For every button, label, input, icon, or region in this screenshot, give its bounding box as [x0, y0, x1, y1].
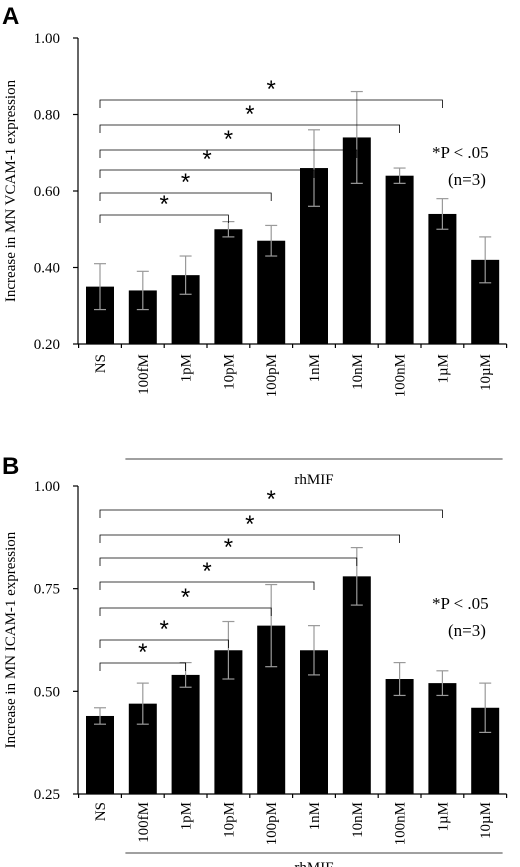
- p-value-note: *P < .05: [432, 594, 489, 613]
- significance-bracket: [99, 557, 358, 566]
- significance-star: *: [160, 191, 169, 218]
- y-tick-label: 0.60: [34, 184, 60, 200]
- significance-bracket: [99, 149, 358, 158]
- significance-bracket: [99, 607, 272, 616]
- n-note: (n=3): [448, 170, 486, 189]
- significance-bracket: [99, 192, 272, 201]
- x-category-label: 100fM: [136, 802, 152, 843]
- bar-NS: [86, 715, 114, 794]
- bar-10nM: [342, 576, 371, 794]
- bar-1pM: [171, 674, 200, 794]
- significance-star: *: [138, 639, 147, 666]
- significance-bracket: [99, 214, 229, 223]
- panel-label: B: [2, 453, 19, 480]
- significance-star: *: [267, 486, 276, 513]
- y-axis-label: Increase in MN ICAM-1 expression: [3, 531, 19, 748]
- group-label: rhMIF: [294, 860, 333, 867]
- x-category-label: 10nM: [350, 354, 366, 390]
- significance-star: *: [181, 584, 190, 611]
- y-axis-label: Increase in MN VCAM-1 expression: [3, 79, 19, 302]
- bar-100nM: [385, 679, 414, 794]
- significance-bracket: [99, 639, 229, 648]
- x-category-label: 100pM: [264, 354, 280, 397]
- significance-star: *: [224, 126, 233, 153]
- significance-star: *: [181, 169, 190, 196]
- bar-100nM: [385, 175, 414, 344]
- x-category-label: 100pM: [264, 802, 280, 845]
- x-category-label: 10pM: [221, 802, 237, 838]
- y-tick-label: 0.40: [34, 261, 60, 277]
- x-category-label: NS: [93, 354, 109, 373]
- bar-1µM: [428, 213, 457, 344]
- significance-star: *: [202, 146, 211, 173]
- panel-label: A: [2, 3, 19, 30]
- group-label: rhMIF: [294, 472, 333, 488]
- significance-bracket: [99, 509, 443, 518]
- significance-bracket: [99, 124, 400, 133]
- significance-star: *: [202, 558, 211, 585]
- significance-star: *: [267, 76, 276, 103]
- significance-star: *: [160, 616, 169, 643]
- significance-bracket: [99, 169, 315, 178]
- p-value-note: *P < .05: [432, 143, 489, 162]
- y-tick-label: 1.00: [34, 479, 60, 495]
- y-tick-label: 0.80: [34, 108, 60, 124]
- chart-panel-a: A 0.20 0.40 0.60 0.80 1.00 Increase in MN VCAM…: [2, 3, 508, 488]
- significance-star: *: [245, 511, 254, 538]
- x-category-label: 1µM: [435, 802, 451, 831]
- x-category-label: NS: [93, 802, 109, 821]
- y-tick-label: 0.20: [34, 337, 60, 353]
- x-category-label: 10nM: [350, 802, 366, 838]
- x-category-label: 10µM: [478, 802, 494, 839]
- significance-star: *: [224, 534, 233, 561]
- x-category-label: 10µM: [478, 354, 494, 391]
- x-category-label: 1nM: [307, 354, 323, 382]
- x-category-label: 100nM: [393, 354, 409, 397]
- bar-1µM: [428, 683, 457, 794]
- bar-10pM: [214, 229, 243, 344]
- x-category-label: 1µM: [435, 354, 451, 383]
- x-category-label: 1pM: [179, 354, 195, 382]
- significance-bracket: [99, 99, 443, 108]
- x-category-label: 100nM: [393, 802, 409, 845]
- bar-100pM: [257, 240, 286, 344]
- y-tick-label: 0.75: [34, 582, 60, 598]
- x-category-label: 1pM: [179, 802, 195, 830]
- significance-star: *: [245, 101, 254, 128]
- significance-bracket: [99, 581, 315, 590]
- significance-bracket: [99, 534, 400, 543]
- x-category-label: 100fM: [136, 354, 152, 395]
- y-tick-label: 0.25: [34, 787, 60, 803]
- chart-panel-b: B 0.25 0.50 0.75 1.00 Increase in MN ICAM-1 e…: [2, 453, 508, 867]
- significance-bracket: [99, 662, 186, 671]
- y-tick-label: 0.50: [34, 684, 60, 700]
- x-category-label: 10pM: [221, 354, 237, 390]
- x-category-label: 1nM: [307, 802, 323, 830]
- y-tick-label: 1.00: [34, 31, 60, 47]
- n-note: (n=3): [448, 621, 486, 640]
